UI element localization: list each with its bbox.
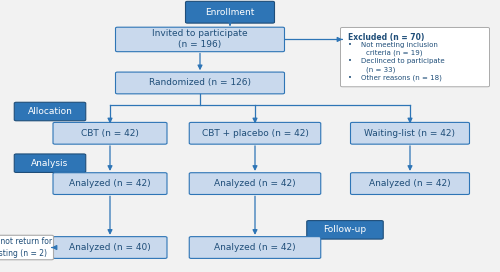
Text: Analysis: Analysis — [32, 159, 68, 168]
FancyBboxPatch shape — [0, 235, 54, 260]
FancyBboxPatch shape — [189, 173, 321, 194]
FancyBboxPatch shape — [116, 72, 284, 94]
FancyBboxPatch shape — [306, 221, 384, 239]
Text: Analyzed (n = 42): Analyzed (n = 42) — [214, 243, 296, 252]
FancyBboxPatch shape — [53, 237, 167, 258]
FancyBboxPatch shape — [53, 122, 167, 144]
Text: Analyzed (n = 42): Analyzed (n = 42) — [69, 179, 151, 188]
Text: Analyzed (n = 40): Analyzed (n = 40) — [69, 243, 151, 252]
Text: Enrollment: Enrollment — [206, 8, 254, 17]
Text: Analyzed (n = 42): Analyzed (n = 42) — [369, 179, 451, 188]
FancyBboxPatch shape — [340, 27, 490, 87]
Text: (n = 33): (n = 33) — [348, 66, 396, 73]
Text: Invited to participate
(n = 196): Invited to participate (n = 196) — [152, 29, 248, 50]
Text: CBT (n = 42): CBT (n = 42) — [81, 129, 139, 138]
FancyBboxPatch shape — [14, 102, 86, 121]
Text: Analyzed (n = 42): Analyzed (n = 42) — [214, 179, 296, 188]
FancyBboxPatch shape — [53, 173, 167, 194]
FancyBboxPatch shape — [350, 122, 470, 144]
Text: CBT + placebo (n = 42): CBT + placebo (n = 42) — [202, 129, 308, 138]
Text: criteria (n = 19): criteria (n = 19) — [348, 50, 423, 56]
Text: •    Not meeting inclusion: • Not meeting inclusion — [348, 42, 438, 48]
FancyBboxPatch shape — [186, 1, 274, 23]
Text: Allocation: Allocation — [28, 107, 72, 116]
Text: Did not return for
testing (n = 2): Did not return for testing (n = 2) — [0, 237, 52, 258]
Text: Waiting-list (n = 42): Waiting-list (n = 42) — [364, 129, 456, 138]
Text: •    Other reasons (n = 18): • Other reasons (n = 18) — [348, 74, 442, 81]
Text: •    Declinced to participate: • Declinced to participate — [348, 58, 445, 64]
Text: Randomized (n = 126): Randomized (n = 126) — [149, 78, 251, 88]
Text: Excluded (n = 70): Excluded (n = 70) — [348, 33, 425, 42]
FancyBboxPatch shape — [14, 154, 86, 172]
FancyBboxPatch shape — [116, 27, 284, 52]
FancyBboxPatch shape — [350, 173, 470, 194]
Text: Follow-up: Follow-up — [324, 225, 366, 234]
FancyBboxPatch shape — [189, 122, 321, 144]
FancyBboxPatch shape — [189, 237, 321, 258]
